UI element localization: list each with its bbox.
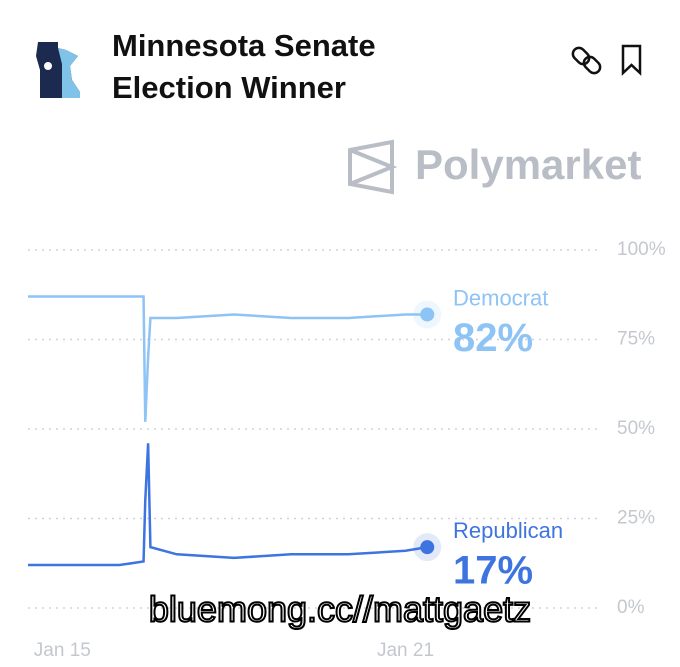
legend-label: Democrat (453, 285, 548, 310)
watermark: bluemong.cc//mattgaetz (149, 589, 531, 630)
y-tick-label: 0% (617, 597, 645, 618)
x-tick-label: Jan 15 (34, 640, 91, 661)
value-label: 82% (453, 316, 533, 360)
plot: 0% 25% 50% 75% 100% Jan 15 Jan 21 Democrat 82% Re… (28, 239, 666, 661)
y-tick-label: 75% (617, 329, 655, 350)
end-dot (420, 307, 435, 322)
state-icon (36, 42, 80, 98)
link-icon[interactable] (570, 45, 602, 75)
bookmark-icon[interactable] (621, 44, 642, 76)
y-tick-label: 25% (617, 508, 655, 529)
brand-logo (348, 139, 398, 195)
x-tick-label: Jan 21 (377, 640, 434, 661)
series-line (28, 295, 428, 422)
legend-label: Republican (453, 518, 563, 543)
end-dot (420, 540, 435, 555)
series-line (28, 443, 428, 567)
brand-name: Polymarket (415, 141, 641, 188)
y-tick-label: 50% (617, 418, 655, 439)
y-tick-label: 100% (617, 239, 666, 260)
chart-title: Minnesota Senate Election Winner (112, 28, 376, 105)
value-label: 17% (453, 549, 533, 593)
